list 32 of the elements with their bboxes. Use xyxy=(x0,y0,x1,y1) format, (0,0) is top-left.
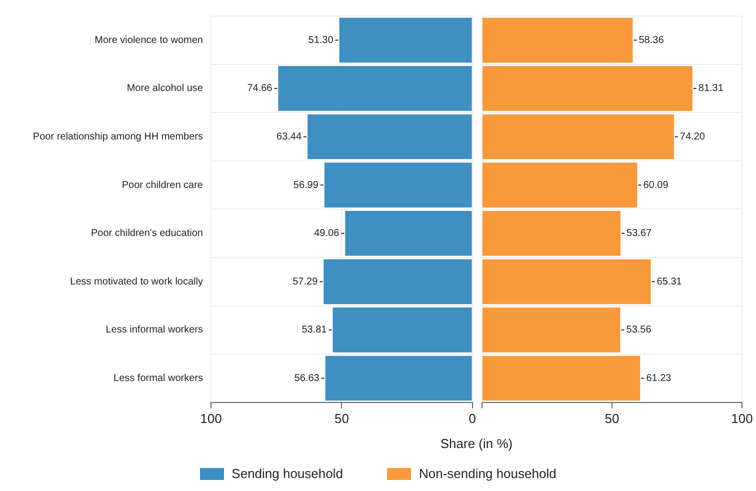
y-tick-label: More alcohol use xyxy=(126,83,204,94)
data-label: 61.23 xyxy=(646,373,672,384)
x-tick-label: 100 xyxy=(200,410,222,426)
data-label: 49.06 xyxy=(314,228,340,240)
y-tick-label: Less informal workers xyxy=(106,324,203,336)
data-label: 74.20 xyxy=(680,132,706,142)
x-tick-label: 50 xyxy=(334,410,349,426)
x-tick-label: 100 xyxy=(731,410,753,426)
x-axis-title: Share (in %) xyxy=(440,436,513,451)
y-tick-label: Poor children care xyxy=(122,180,204,191)
data-label: 56.63 xyxy=(294,373,320,384)
legend-label: Sending household xyxy=(232,466,343,481)
data-label: 53.67 xyxy=(626,228,652,240)
data-label: 56.99 xyxy=(293,180,319,191)
y-tick-label: Less motivated to work locally xyxy=(70,276,203,288)
y-tick-label: Less formal workers xyxy=(114,373,203,384)
data-label: 81.31 xyxy=(698,83,724,94)
y-tick-label: Poor relationship among HH members xyxy=(32,132,203,142)
data-label: 57.29 xyxy=(292,276,318,288)
data-label: 53.81 xyxy=(302,324,328,336)
data-label: 53.56 xyxy=(626,324,652,336)
y-tick-label: Poor children's education xyxy=(91,228,203,240)
data-label: 51.30 xyxy=(308,34,334,46)
x-tick-label: 50 xyxy=(604,410,620,426)
x-tick-label: 0 xyxy=(468,410,476,426)
legend-label: Non-sending household xyxy=(419,466,556,481)
y-tick-label: More violence to women xyxy=(94,34,203,46)
data-label: 58.36 xyxy=(638,34,664,46)
data-label: 74.66 xyxy=(247,83,273,94)
data-label: 63.44 xyxy=(276,132,302,142)
data-label: 60.09 xyxy=(643,180,669,191)
data-label: 65.31 xyxy=(656,276,682,288)
